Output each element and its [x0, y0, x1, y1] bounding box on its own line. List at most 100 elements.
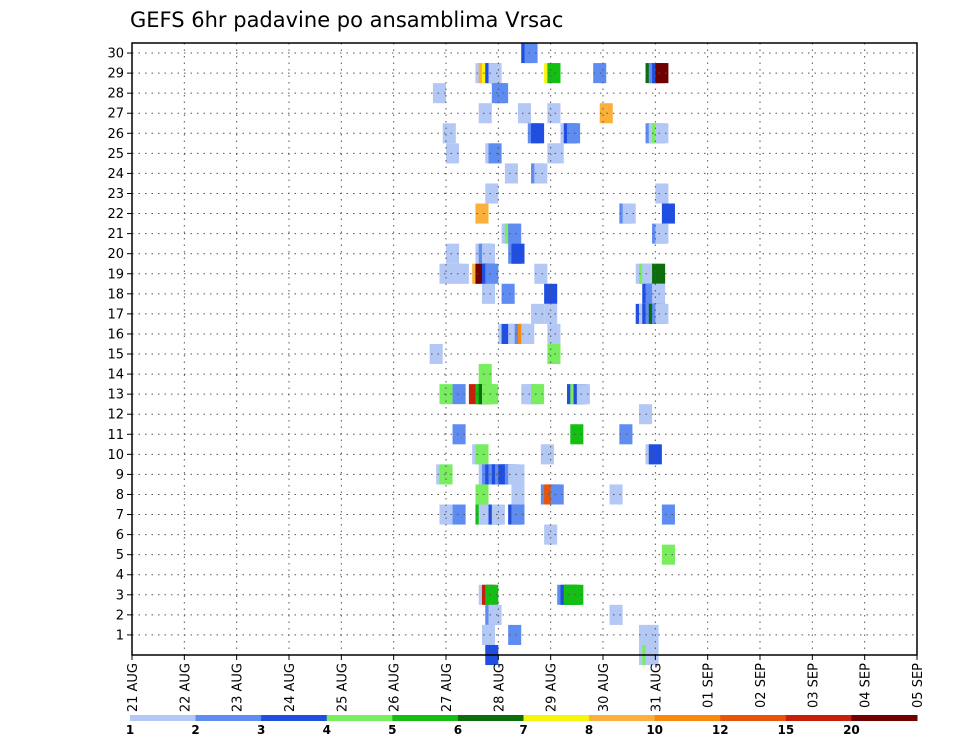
x-tick-label: 29 AUG	[545, 663, 560, 712]
precip-cell	[531, 123, 545, 144]
precip-cell	[547, 63, 561, 84]
precip-cell	[570, 424, 584, 445]
cells-layer	[429, 43, 675, 666]
precip-cell	[508, 624, 522, 645]
precip-cell	[452, 384, 466, 405]
y-tick-label: 26	[107, 127, 124, 142]
precip-cell	[485, 263, 499, 284]
y-tick-label: 17	[107, 307, 124, 322]
x-tick-label: 26 AUG	[388, 663, 403, 712]
precip-cell	[481, 624, 496, 645]
precip-cell	[648, 444, 662, 465]
precip-cell	[576, 384, 590, 405]
precip-cell	[495, 83, 509, 104]
y-tick-label: 7	[116, 508, 124, 523]
precip-cell	[547, 323, 561, 344]
legend-swatch	[654, 715, 721, 721]
precip-cell	[661, 203, 675, 224]
y-tick-label: 4	[116, 568, 124, 583]
x-tick-label: 23 AUG	[231, 663, 246, 712]
legend-label: 2	[191, 723, 199, 737]
precip-cell	[485, 384, 499, 405]
y-tick-label: 28	[107, 87, 124, 102]
precip-cell	[475, 203, 489, 224]
precip-cell	[661, 504, 675, 525]
precip-cell	[619, 424, 633, 445]
y-tick-label: 14	[107, 368, 124, 383]
legend-swatch	[457, 715, 524, 721]
y-tick-label: 20	[107, 247, 124, 262]
precip-cell	[655, 123, 669, 144]
precip-cell	[511, 484, 525, 505]
legend-swatch	[261, 715, 328, 721]
legend-label: 15	[777, 723, 794, 737]
legend-swatch	[785, 715, 852, 721]
y-tick-label: 29	[107, 67, 124, 82]
y-tick-label: 30	[107, 47, 124, 62]
x-axis: 21 AUG 22 AUG 23 AUG 24 AUG 25 AUG 26 AUG 27 A…	[126, 655, 926, 712]
precip-cell	[567, 123, 581, 144]
y-tick-label: 2	[116, 608, 124, 623]
legend-label: 5	[388, 723, 396, 737]
x-tick-label: 31 AUG	[649, 663, 664, 712]
precip-cell	[609, 604, 623, 625]
precip-cell	[570, 584, 584, 605]
legend-swatch	[851, 715, 918, 721]
precip-cell	[609, 484, 623, 505]
x-tick-label: 01 SEP	[702, 663, 717, 708]
precip-cell	[544, 303, 558, 324]
precip-cell	[661, 544, 675, 565]
precip-cell	[517, 103, 532, 124]
y-tick-label: 16	[107, 327, 124, 342]
precip-cell	[508, 223, 522, 244]
precip-cell	[504, 163, 518, 184]
x-tick-label: 04 SEP	[859, 663, 874, 708]
precip-cell	[439, 464, 453, 485]
precip-cell	[446, 143, 460, 164]
precip-cell	[511, 504, 525, 525]
precip-cell	[501, 283, 515, 304]
x-tick-label: 25 AUG	[335, 663, 350, 712]
precip-cell	[655, 223, 669, 244]
y-tick-label: 11	[107, 428, 124, 443]
precip-cell	[511, 243, 525, 264]
y-tick-label: 25	[107, 147, 124, 162]
precip-cell	[511, 464, 525, 485]
precip-cell	[655, 303, 669, 324]
precip-cell	[544, 283, 558, 304]
legend-label: 8	[585, 723, 593, 737]
legend-swatch	[195, 715, 262, 721]
precip-cell	[593, 63, 607, 84]
precip-cell	[485, 183, 499, 204]
precip-cell	[534, 163, 548, 184]
y-tick-label: 1	[116, 628, 124, 643]
precip-cell	[429, 343, 443, 365]
legend-swatch	[720, 715, 787, 721]
precip-cell	[452, 424, 466, 445]
precip-cell	[544, 524, 558, 545]
x-tick-label: 02 SEP	[754, 663, 769, 708]
precip-cell	[488, 63, 502, 84]
precip-cell	[534, 263, 548, 284]
precip-cell	[455, 263, 469, 284]
x-tick-label: 30 AUG	[597, 663, 612, 712]
y-tick-label: 23	[107, 187, 124, 202]
precip-cell	[491, 504, 505, 525]
precip-cell	[446, 243, 460, 264]
x-tick-label: 21 AUG	[126, 663, 141, 712]
precip-cell	[521, 323, 535, 344]
precip-cell	[531, 303, 545, 324]
y-tick-label: 13	[107, 388, 124, 403]
y-tick-label: 8	[116, 488, 124, 503]
y-tick-label: 5	[116, 548, 124, 563]
legend-swatch	[523, 715, 590, 721]
precip-cell	[531, 384, 545, 405]
legend-label: 1	[126, 723, 134, 737]
grid-layer	[132, 43, 917, 655]
precip-cell	[478, 103, 492, 124]
y-tick-label: 6	[116, 528, 124, 543]
precip-cell	[550, 143, 564, 164]
precip-cell	[655, 183, 669, 204]
chart-title: GEFS 6hr padavine po ansamblima Vrsac	[130, 8, 563, 32]
